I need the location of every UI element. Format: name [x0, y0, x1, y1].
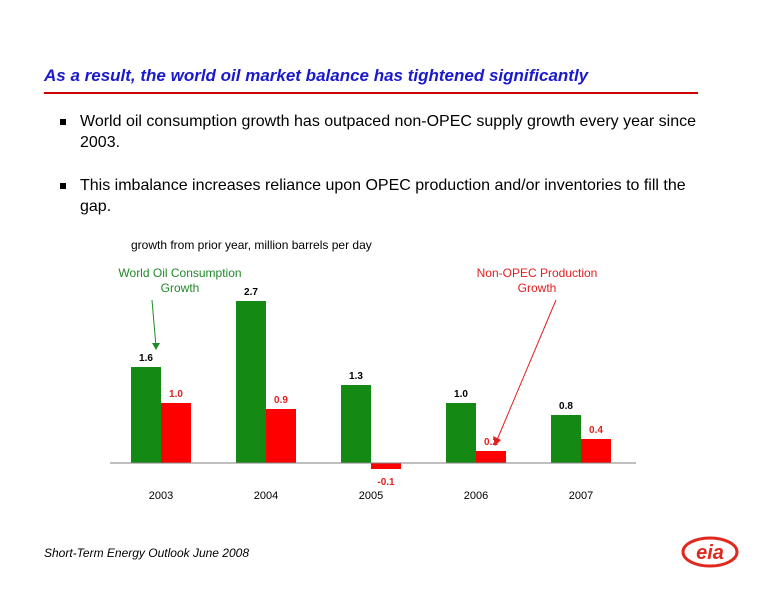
bullet-text: This imbalance increases reliance upon O… [80, 177, 686, 215]
callout-arrow-consumption [151, 299, 157, 348]
slide-title: As a result, the world oil market balanc… [44, 66, 589, 85]
bar-non-opec-2007 [581, 439, 611, 463]
data-label-consumption-2007: 0.8 [559, 401, 573, 412]
data-label-non-opec-2005: -0.1 [377, 477, 395, 488]
bar-non-opec-2003 [161, 403, 191, 463]
bullet-text: World oil consumption growth has outpace… [80, 113, 697, 151]
bullet-square-icon [60, 119, 66, 125]
data-label-non-opec-2007: 0.4 [589, 425, 603, 436]
bar-consumption-2003 [131, 367, 161, 463]
bar-consumption-2006 [446, 403, 476, 463]
series-label-non-opec: Non-OPEC Production Growth [476, 266, 598, 295]
eia-logo: eia [681, 536, 739, 568]
bars-group: 1.6 1.0 2003 2.7 0.9 2004 1.3 -0.1 2005 1.0 0.2 200… [131, 287, 611, 502]
callout-arrowhead-consumption [152, 343, 160, 350]
logo-swoosh [681, 536, 739, 568]
logo-text: eia [696, 542, 724, 564]
title-divider [44, 92, 698, 94]
data-label-consumption-2006: 1.0 [454, 389, 468, 400]
data-label-consumption-2004: 2.7 [244, 287, 258, 298]
chart-unit-label: growth from prior year, million barrels … [131, 238, 372, 252]
x-tick-label-2006: 2006 [464, 490, 488, 502]
x-tick-label-2007: 2007 [569, 490, 593, 502]
bullet-square-icon [60, 183, 66, 189]
data-label-non-opec-2004: 0.9 [274, 395, 288, 406]
data-label-consumption-2005: 1.3 [349, 371, 363, 382]
bar-non-opec-2006 [476, 451, 506, 463]
bar-consumption-2007 [551, 415, 581, 463]
bullet-item: This imbalance increases reliance upon O… [58, 175, 718, 217]
data-label-consumption-2003: 1.6 [139, 353, 153, 364]
bar-non-opec-2005 [371, 463, 401, 469]
callout-arrowhead-non-opec [493, 436, 501, 446]
x-tick-label-2005: 2005 [359, 490, 383, 502]
x-tick-label-2004: 2004 [254, 490, 278, 502]
bar-non-opec-2004 [266, 409, 296, 463]
data-label-non-opec-2003: 1.0 [169, 389, 183, 400]
bullet-list: World oil consumption growth has outpace… [58, 111, 718, 239]
series-label-consumption: World Oil Consumption Growth [118, 266, 242, 295]
bullet-item: World oil consumption growth has outpace… [58, 111, 718, 153]
callout-arrow-non-opec [496, 299, 557, 441]
data-label-non-opec-2006: 0.2 [484, 437, 498, 448]
source-note: Short-Term Energy Outlook June 2008 [44, 546, 250, 560]
bar-consumption-2004 [236, 301, 266, 463]
bar-consumption-2005 [341, 385, 371, 463]
x-tick-label-2003: 2003 [149, 490, 173, 502]
